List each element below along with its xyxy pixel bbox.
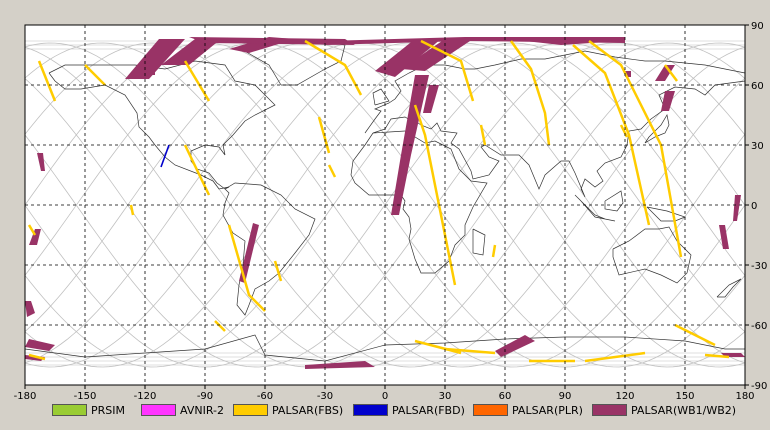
- coastline: [604, 190, 624, 212]
- legend-label: PALSAR(WB1/WB2): [631, 403, 737, 417]
- fbs-swath: [28, 353, 46, 361]
- lon-tick-label: 120: [615, 391, 634, 400]
- legend-label: AVNIR-2: [180, 403, 224, 417]
- lon-tick-label: -30: [317, 391, 333, 400]
- fbs-swath: [420, 39, 475, 102]
- axis-ticks: -180 -150 -120 -90 -60 -30 0 30 60 90 120 150 180 90 6…: [14, 21, 768, 400]
- fbs-swath: [674, 323, 716, 347]
- legend-item: PALSAR(FBS): [233, 403, 343, 417]
- fbs-swath: [27, 224, 37, 236]
- legend-label: PRSIM: [91, 403, 125, 417]
- fbs-swath: [183, 144, 211, 196]
- legend-item: PALSAR(FBD): [353, 403, 465, 417]
- lon-tick-label: -90: [197, 391, 213, 400]
- wb-swath: [141, 71, 155, 75]
- wb-swath: [37, 153, 45, 171]
- legend-swatch: [141, 404, 176, 416]
- coastline: [372, 80, 746, 198]
- lon-tick-label: 30: [439, 391, 452, 400]
- lon-tick-label: -150: [74, 391, 97, 400]
- fbs-swath: [491, 244, 497, 258]
- wb-swath: [375, 39, 441, 77]
- wb-swath: [661, 91, 675, 111]
- coastline: [716, 278, 742, 298]
- lon-tick-label: -120: [134, 391, 157, 400]
- lat-tick-label: -30: [751, 261, 767, 272]
- coastline: [612, 226, 692, 284]
- fbs-swath: [664, 64, 678, 82]
- lat-tick-label: -90: [751, 381, 767, 392]
- coastline: [574, 194, 616, 222]
- legend-swatch: [353, 404, 388, 416]
- wb-swath: [29, 229, 41, 245]
- wb-swath: [239, 223, 259, 283]
- fbs-swath: [84, 64, 106, 86]
- legend-label: PALSAR(PLR): [512, 403, 583, 417]
- coastline: [350, 130, 488, 274]
- lon-tick-label: -60: [257, 391, 273, 400]
- lat-tick-label: 30: [751, 141, 764, 152]
- legend-swatch: [473, 404, 508, 416]
- wb-swath: [325, 37, 625, 45]
- coastline: [472, 228, 486, 256]
- lon-tick-label: 90: [559, 391, 572, 400]
- legend: PRSIM AVNIR-2 PALSAR(FBS) PALSAR(FBD) PALSAR…: [0, 400, 770, 422]
- coastline: [646, 206, 687, 222]
- fbs-swath: [273, 260, 283, 282]
- lat-tick-label: 90: [751, 21, 764, 32]
- legend-label: PALSAR(FBS): [272, 403, 344, 417]
- fbs-swath: [414, 339, 462, 355]
- fbs-swath: [509, 40, 551, 146]
- fbs-swath: [227, 224, 266, 312]
- lat-tick-label: 0: [751, 201, 757, 212]
- fbs-swath: [704, 353, 730, 359]
- legend-item: PRSIM: [52, 403, 125, 417]
- wb-swath: [161, 39, 221, 65]
- fbs-swath: [317, 116, 331, 154]
- wb-swath: [25, 339, 55, 351]
- lon-tick-label: 180: [735, 391, 754, 400]
- lon-tick-label: 60: [499, 391, 512, 400]
- wb-swath: [525, 39, 621, 45]
- wb-swath: [189, 37, 355, 45]
- wb-swath: [655, 65, 675, 81]
- wb-swath: [305, 361, 375, 369]
- lat-tick-label: 60: [751, 81, 764, 92]
- fbs-swath: [129, 204, 135, 216]
- lon-tick-label: 150: [675, 391, 694, 400]
- fbs-swath: [444, 347, 496, 355]
- wb-swath: [25, 301, 35, 317]
- wb-swath: [719, 225, 729, 249]
- coverage-map: -180 -150 -120 -90 -60 -30 0 30 60 90 120 150 180 90 6…: [14, 21, 768, 400]
- fbd-swath: [160, 144, 170, 168]
- legend-item: PALSAR(PLR): [473, 403, 583, 417]
- fbs-swath: [572, 44, 651, 226]
- legend-swatch: [52, 404, 87, 416]
- lon-tick-label: 0: [382, 391, 388, 400]
- legend-swatch: [592, 404, 627, 416]
- wb-swath: [423, 85, 439, 113]
- fbs-swath: [619, 124, 629, 138]
- fbs-swath: [214, 320, 226, 332]
- lat-tick-label: -60: [751, 321, 767, 332]
- legend-item: AVNIR-2: [141, 403, 224, 417]
- legend-label: PALSAR(FBD): [392, 403, 465, 417]
- wb-swath: [125, 39, 185, 79]
- fbs-swath: [479, 124, 487, 146]
- coastline: [372, 88, 390, 106]
- fbs-swath: [588, 40, 683, 258]
- coastline: [364, 50, 746, 134]
- fbs-swath: [327, 164, 337, 178]
- fbs-swath: [37, 60, 57, 102]
- lon-tick-label: -180: [14, 391, 37, 400]
- wb-swath: [733, 195, 741, 221]
- wb-swath: [401, 39, 473, 71]
- legend-item: PALSAR(WB1/WB2): [592, 403, 736, 417]
- legend-swatch: [233, 404, 268, 416]
- fbs-swath: [584, 351, 646, 363]
- fbs-swath: [183, 60, 211, 102]
